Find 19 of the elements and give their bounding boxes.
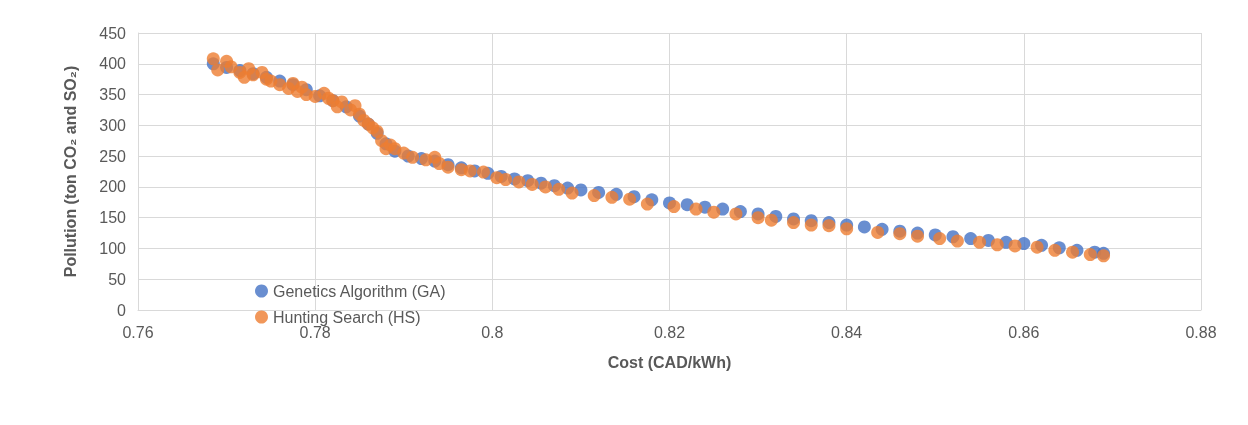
y-tick-label: 50 (108, 270, 127, 288)
y-tick-label: 400 (99, 55, 127, 73)
y-tick-label: 450 (99, 24, 127, 42)
y-tick-label: 100 (99, 239, 127, 257)
legend-label: Genetics Algorithm (GA) (273, 282, 446, 300)
y-tick-label: 250 (99, 147, 127, 165)
y-tick-label: 0 (117, 301, 127, 319)
x-tick-label: 0.88 (1185, 323, 1217, 341)
x-tick-label: 0.76 (122, 323, 154, 341)
x-tick-label: 0.84 (831, 323, 863, 341)
y-tick-label: 200 (99, 178, 127, 196)
x-axis-title: Cost (CAD/kWh) (607, 353, 732, 371)
y-tick-label: 150 (99, 209, 127, 227)
y-tick-label: 350 (99, 86, 127, 104)
y-axis-title: Pollution (ton CO₂ and SO₂) (61, 65, 79, 278)
x-tick-label: 0.82 (653, 323, 686, 341)
x-tick-label: 0.86 (1008, 323, 1040, 341)
y-tick-label: 300 (99, 116, 127, 134)
x-tick-label: 0.8 (481, 323, 504, 341)
